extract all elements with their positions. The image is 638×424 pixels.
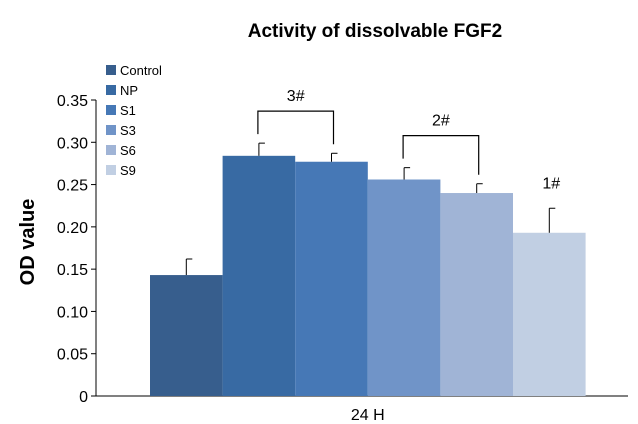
significance-bracket [257,110,335,145]
bars [150,155,586,396]
axes: 0 0.05 0.10 0.15 0.20 0.25 0.30 0.35 24 H [57,93,628,424]
x-tick-label: 24 H [351,407,385,424]
y-tick-label: 0.10 [57,304,88,321]
legend-swatch [106,145,116,155]
y-tick-label: 0.20 [57,220,88,237]
legend-swatch [106,125,116,135]
bar-s6 [440,193,513,396]
bar-control [150,275,223,396]
y-tick-label: 0.05 [57,347,88,364]
legend-swatch [106,105,116,115]
legend-label: S1 [120,103,136,118]
y-tick-label: 0.30 [57,135,88,152]
legend-label: S3 [120,123,136,138]
bar-np [222,155,296,396]
chart-title: Activity of dissolvable FGF2 [248,21,502,42]
y-tick-label: 0.15 [57,262,88,279]
significance-label: 2# [432,113,450,130]
y-axis-label: OD value [17,199,39,286]
bar-s1 [295,161,368,396]
significance-bracket [402,135,480,175]
legend-label: NP [120,83,138,98]
error-bars [185,142,556,276]
legend-label: S9 [120,163,136,178]
legend-label: S6 [120,143,136,158]
y-tick-label: 0.35 [57,93,88,110]
legend-swatch [106,85,116,95]
legend-swatch [106,165,116,175]
annotations: 3# 2# 1# [257,88,560,192]
legend-swatch [106,65,116,75]
significance-label: 3# [287,88,305,105]
legend-label: Control [120,63,162,78]
bar-s3 [367,179,441,396]
significance-label: 1# [542,175,560,192]
y-tick-label: 0.25 [57,178,88,195]
legend: Control NP S1 S3 S6 S9 [106,63,162,178]
y-tick-label: 0 [79,389,88,406]
bar-s9 [513,232,586,396]
